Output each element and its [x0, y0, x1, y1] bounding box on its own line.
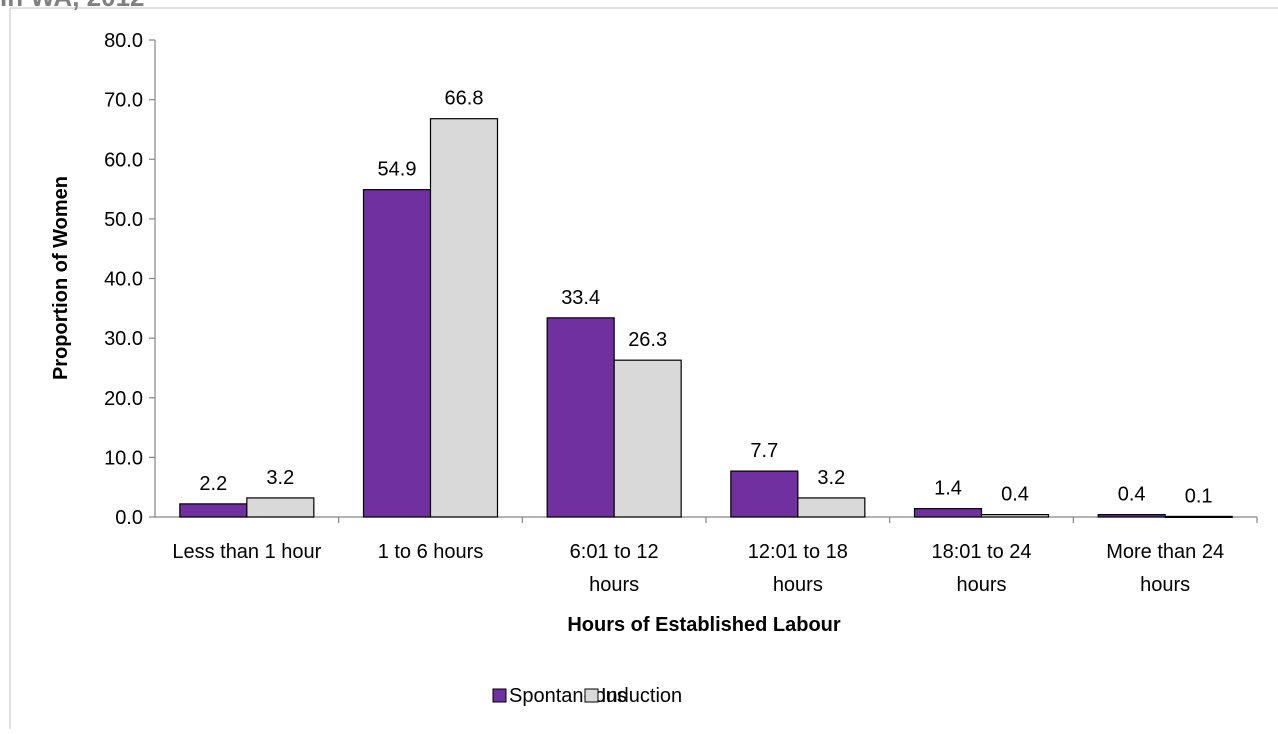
y-tick-label: 10.0 — [104, 447, 143, 469]
axes: 0.0 10.0 20.0 30.0 40.0 50.0 60.0 70.0 80.0 — [104, 30, 1258, 529]
data-label: 0.4 — [1118, 484, 1146, 506]
bar-spontaneous — [179, 503, 248, 518]
data-label: 33.4 — [561, 287, 600, 309]
data-labels: 2.2 3.2 54.9 66.8 33.4 26.3 7.7 3.2 1.4 0.4 0.4 0.1 — [199, 88, 1212, 508]
bar-induction — [797, 497, 866, 518]
bar-induction — [1164, 515, 1233, 519]
x-tick-label: hours — [1140, 574, 1190, 596]
bar-induction — [429, 118, 499, 518]
legend-label-induction: Induction — [601, 685, 682, 707]
bar-spontaneous — [362, 189, 432, 518]
x-tick-label: hours — [589, 574, 639, 596]
data-label: 2.2 — [199, 473, 227, 495]
bar-spontaneous — [730, 470, 799, 518]
y-tick-label: 40.0 — [104, 269, 143, 291]
data-label: 26.3 — [628, 329, 667, 351]
x-tick-label: 6:01 to 12 — [570, 541, 659, 563]
data-label: 54.9 — [378, 159, 417, 181]
y-tick-label: 50.0 — [104, 209, 143, 231]
legend-swatch-spontaneous — [492, 688, 507, 703]
bar-induction — [980, 514, 1050, 518]
data-label: 3.2 — [817, 467, 845, 489]
x-tick-label: More than 24 — [1106, 541, 1224, 563]
y-tick-label: 70.0 — [104, 90, 143, 112]
x-axis-label: Hours of Established Labour — [567, 614, 841, 636]
y-tick-label: 0.0 — [115, 507, 143, 529]
data-label: 7.7 — [750, 440, 778, 462]
data-label: 0.1 — [1185, 485, 1213, 507]
bars — [179, 118, 1233, 519]
chart-title: in WA, 2012 — [0, 0, 145, 12]
legend-swatch-induction — [584, 688, 599, 703]
x-tick-label: 18:01 to 24 — [931, 541, 1031, 563]
y-tick-label: 20.0 — [104, 388, 143, 410]
y-tick-label: 30.0 — [104, 328, 143, 350]
y-axis-label: Proportion of Women — [50, 176, 72, 380]
x-tick-label: Less than 1 hour — [172, 541, 321, 563]
x-tick-label: 12:01 to 18 — [748, 541, 848, 563]
bar-spontaneous — [546, 317, 615, 518]
bar-induction — [246, 497, 315, 518]
bar-spontaneous — [1097, 514, 1166, 518]
x-tick-labels: Less than 1 hour 1 to 6 hours 6:01 to 12 ho… — [172, 541, 1224, 596]
bar-induction — [613, 359, 682, 518]
bar-spontaneous — [913, 508, 983, 518]
data-label: 0.4 — [1001, 484, 1029, 506]
y-tick-label: 60.0 — [104, 149, 143, 171]
x-tick-label: 1 to 6 hours — [378, 541, 484, 563]
data-label: 66.8 — [445, 88, 484, 110]
data-label: 1.4 — [934, 478, 962, 500]
x-tick-label: hours — [956, 574, 1006, 596]
y-tick-label: 80.0 — [104, 30, 143, 52]
x-tick-label: hours — [773, 574, 823, 596]
data-label: 3.2 — [266, 467, 294, 489]
